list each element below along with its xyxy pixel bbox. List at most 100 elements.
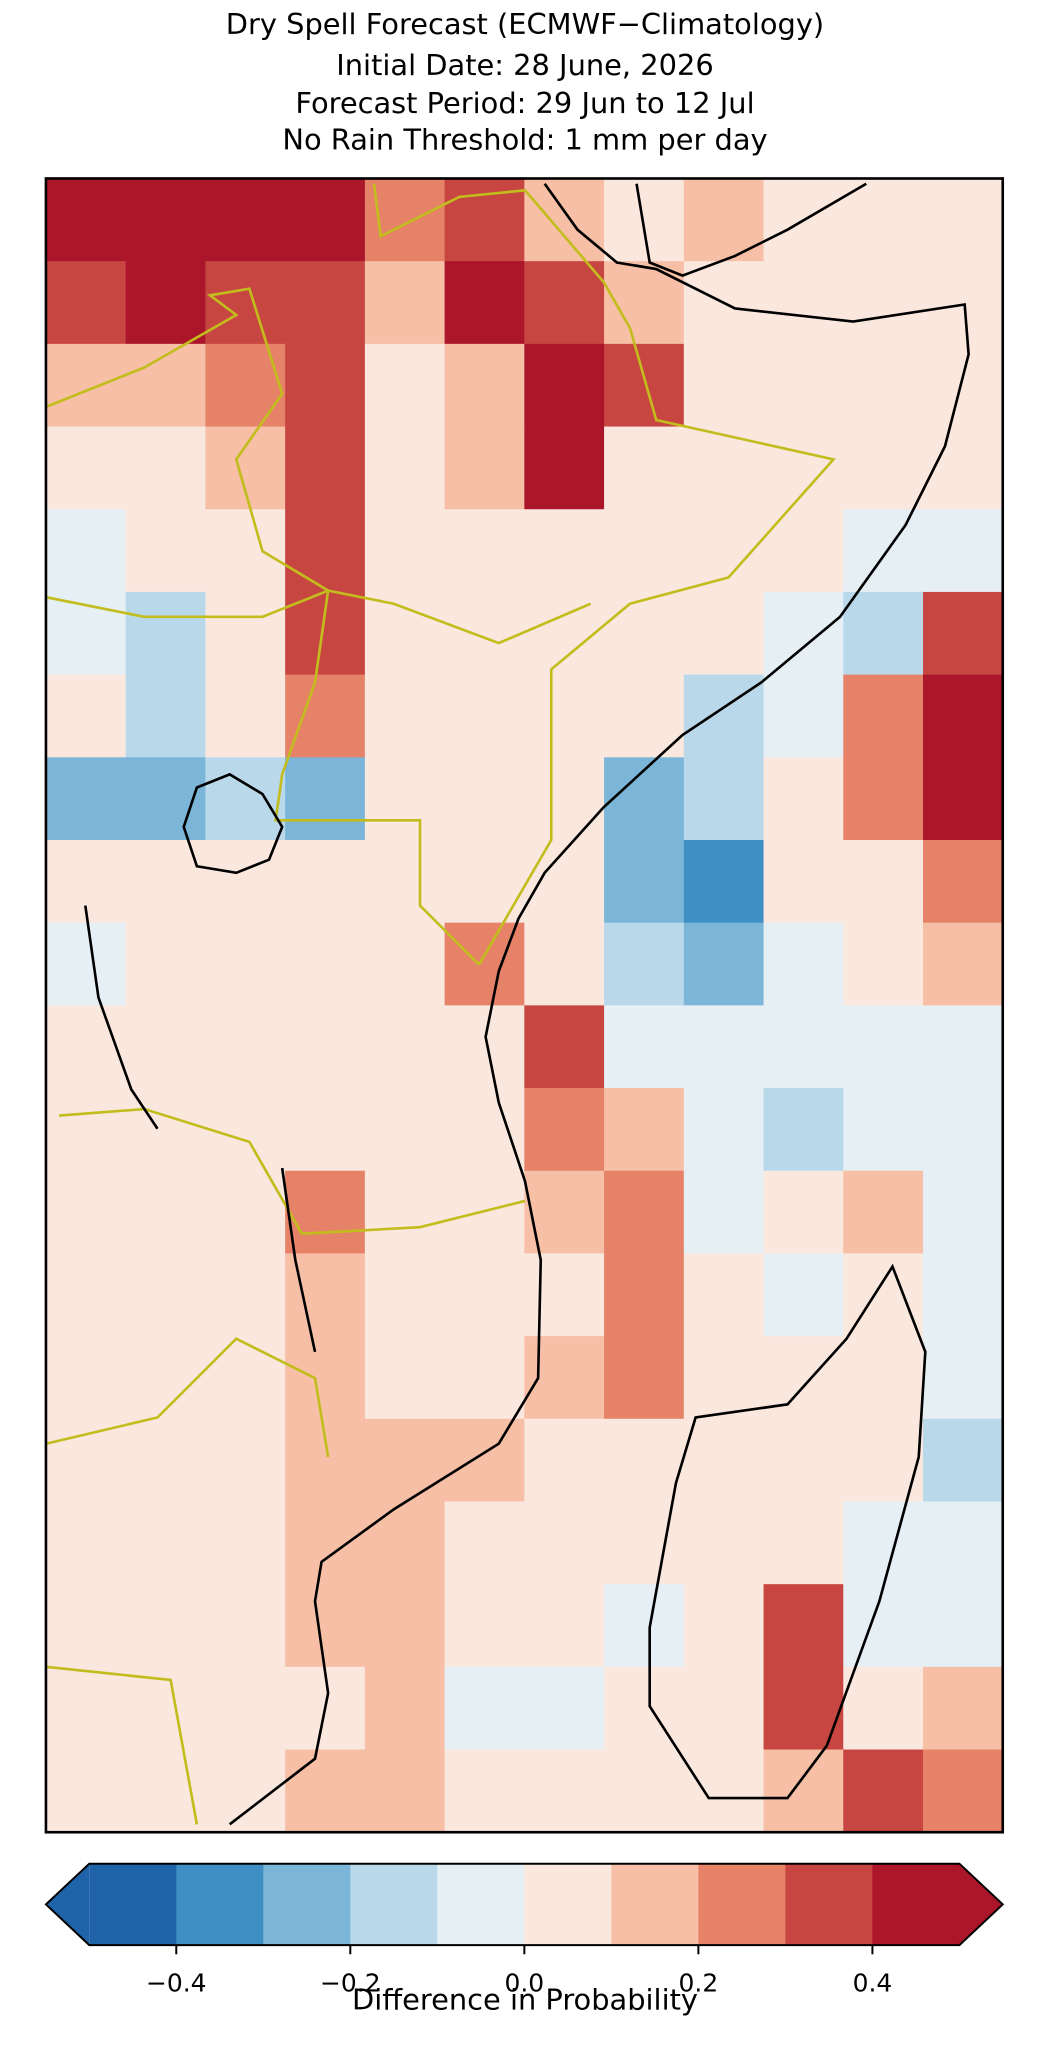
grid-cell — [285, 1749, 366, 1833]
grid-cell — [45, 1749, 127, 1833]
grid-cell — [524, 922, 605, 1007]
grid-cell — [364, 178, 446, 262]
grid-cell — [604, 1501, 685, 1585]
grid-cell — [683, 178, 765, 262]
grid-cell — [125, 1749, 207, 1833]
grid-cell — [45, 1170, 127, 1255]
grid-cell — [604, 1005, 685, 1089]
grid-cell — [285, 261, 366, 345]
grid-cell — [524, 1501, 605, 1585]
grid-cell — [604, 1088, 685, 1172]
grid-cell — [683, 1336, 765, 1420]
colorbar-bin — [89, 1863, 177, 1946]
grid-cell — [683, 1666, 765, 1751]
grid-cell — [205, 1005, 286, 1089]
grid-cell — [205, 1088, 286, 1172]
grid-cell — [683, 591, 765, 676]
grid-cell — [923, 426, 1004, 510]
grid-cells — [45, 178, 1004, 1833]
grid-cell — [125, 426, 207, 510]
grid-cell — [285, 1253, 366, 1337]
grid-cell — [125, 1501, 207, 1585]
grid-cell — [285, 1088, 366, 1172]
grid-cell — [604, 509, 685, 593]
grid-cell — [843, 343, 924, 428]
grid-cell — [524, 1336, 605, 1420]
colorbar-bin — [176, 1863, 264, 1946]
grid-cell — [45, 1418, 127, 1503]
borders — [45, 183, 836, 1825]
grid-cell — [364, 1749, 446, 1833]
grid-cell — [604, 1666, 685, 1751]
grid-cell — [843, 757, 924, 841]
grid-cell — [285, 757, 366, 841]
grid-cell — [763, 839, 844, 924]
grid-cell — [285, 1336, 366, 1420]
grid-cell — [683, 343, 765, 428]
border-line — [372, 183, 836, 966]
colorbar-bin — [350, 1863, 438, 1946]
grid-cell — [45, 1253, 127, 1337]
grid-cell — [923, 1088, 1004, 1172]
grid-cell — [763, 1501, 844, 1585]
grid-cell — [524, 1253, 605, 1337]
grid-cell — [604, 839, 685, 924]
grid-cell — [285, 178, 366, 262]
grid-cell — [524, 1584, 605, 1668]
grid-cell — [444, 1749, 525, 1833]
colorbar-bin — [698, 1863, 786, 1946]
grid-cell — [125, 343, 207, 428]
grid-cell — [524, 261, 605, 345]
grid-cell — [444, 1666, 525, 1751]
grid-cell — [364, 1336, 446, 1420]
grid-cell — [205, 1418, 286, 1503]
colorbar-tick-label: 0.0 — [505, 1968, 545, 1997]
grid-cell — [604, 1418, 685, 1503]
grid-cell — [444, 591, 525, 676]
colorbar-tick-label: −0.2 — [320, 1968, 381, 1997]
grid-cell — [763, 1749, 844, 1833]
grid-cell — [444, 343, 525, 428]
colorbar: −0.4 −0.2 0.0 0.2 0.4 — [44, 1862, 1005, 1997]
grid-cell — [604, 343, 685, 428]
grid-cell — [683, 1418, 765, 1503]
grid-cell — [285, 839, 366, 924]
grid-cell — [763, 922, 844, 1007]
coastline — [635, 182, 867, 278]
grid-cell — [604, 1336, 685, 1420]
grid-cell — [923, 509, 1004, 593]
colorbar-tick-label: 0.2 — [679, 1968, 719, 1997]
grid-cell — [364, 426, 446, 510]
grid-cell — [444, 509, 525, 593]
grid-cell — [205, 591, 286, 676]
grid-cell — [205, 1584, 286, 1668]
border-line — [45, 589, 592, 645]
grid-cell — [364, 591, 446, 676]
map-frame — [44, 177, 1005, 1834]
grid-cell — [205, 839, 286, 924]
grid-cell — [843, 426, 924, 510]
grid-cell — [763, 426, 844, 510]
grid-cell — [763, 1170, 844, 1255]
grid-cell — [524, 839, 605, 924]
grid-cell — [364, 757, 446, 841]
grid-cell — [205, 1336, 286, 1420]
grid-cell — [205, 509, 286, 593]
grid-cell — [45, 1584, 127, 1668]
border-line — [58, 1107, 526, 1236]
grid-cell — [444, 1418, 525, 1503]
lake — [280, 1167, 317, 1353]
grid-cell — [923, 1749, 1004, 1833]
grid-cell — [364, 922, 446, 1007]
grid-cell — [285, 674, 366, 758]
grid-cell — [683, 1170, 765, 1255]
grid-cell — [285, 1501, 366, 1585]
colorbar-outline — [44, 1862, 1005, 1947]
grid-cell — [45, 922, 127, 1007]
grid-cell — [843, 509, 924, 593]
grid-cell — [604, 1584, 685, 1668]
grid-cell — [125, 839, 207, 924]
grid-cell — [444, 1336, 525, 1420]
lake — [84, 905, 159, 1130]
grid-cell — [843, 1088, 924, 1172]
